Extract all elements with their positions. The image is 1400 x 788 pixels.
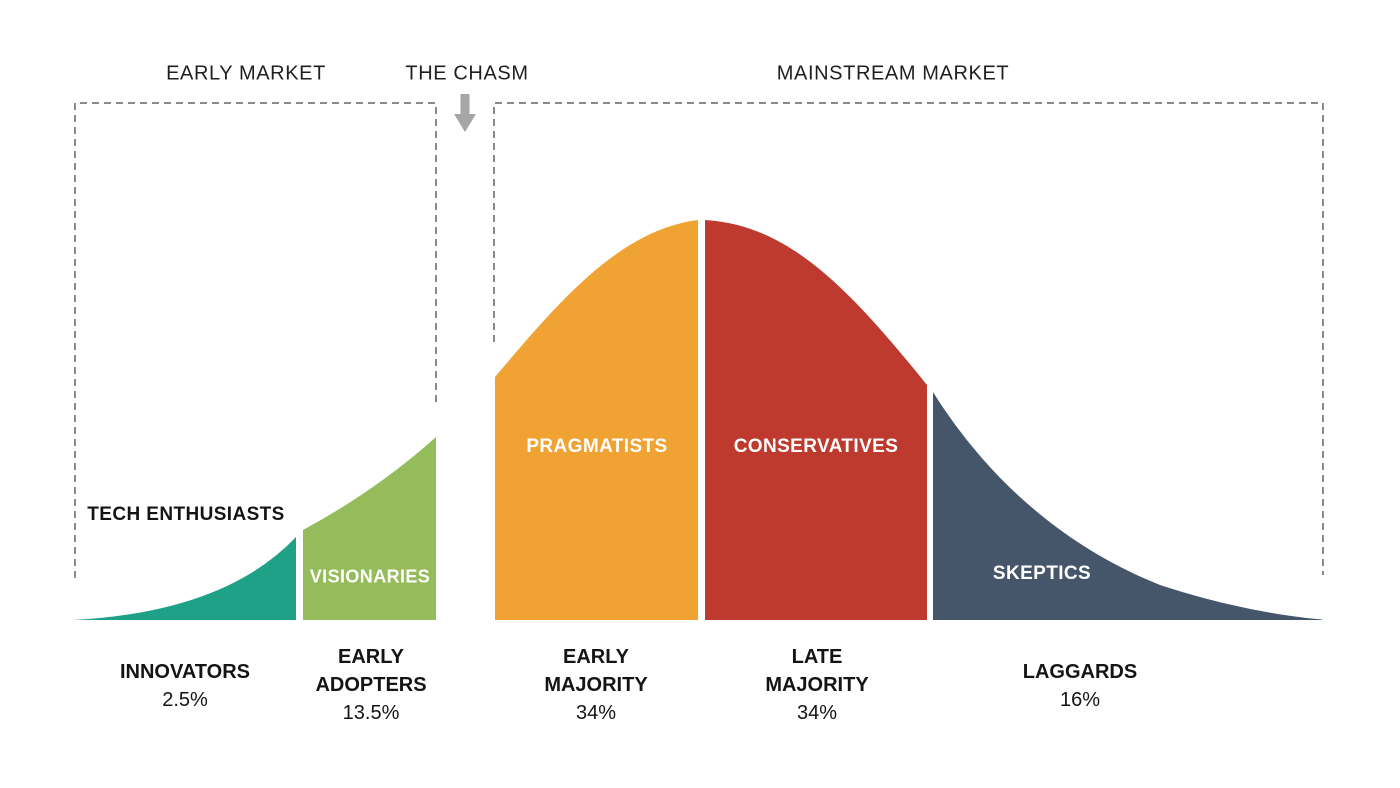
late-majority-pct: 34% (796, 702, 838, 724)
early-market-label: EARLY MARKET (166, 62, 326, 85)
late-majority-name-line2: MAJORITY (765, 674, 869, 696)
innovators-name: INNOVATORS (119, 661, 251, 683)
tech-enthusiasts-label: TECH ENTHUSIASTS (87, 504, 285, 525)
early-adopters-name-line2: ADOPTERS (315, 674, 427, 696)
early-market-dashed-box (74, 102, 437, 578)
conservatives-label: CONSERVATIVES (733, 436, 899, 457)
early-majority-name-line1: EARLY (563, 646, 629, 668)
early-adopters-segment (303, 437, 436, 620)
laggards-segment (933, 392, 1322, 620)
late-majority-caption: LATE MAJORITY 34% (765, 643, 868, 727)
early-majority-name-line2: MAJORITY (544, 674, 648, 696)
late-majority-segment (705, 220, 927, 620)
innovators-caption: INNOVATORS 2.5% (120, 658, 250, 714)
the-chasm-label: THE CHASM (405, 62, 529, 85)
late-majority-name-line1: LATE (791, 646, 843, 668)
early-adopters-pct: 13.5% (342, 702, 400, 724)
innovators-pct: 2.5% (162, 689, 208, 711)
innovators-segment (73, 537, 296, 620)
visionaries-label: VISIONARIES (309, 566, 431, 587)
early-majority-segment (495, 220, 698, 620)
early-adopters-caption: EARLY ADOPTERS 13.5% (315, 643, 426, 727)
laggards-caption: LAGGARDS 16% (1023, 658, 1137, 714)
mainstream-market-label: MAINSTREAM MARKET (776, 62, 1010, 85)
mainstream-market-dashed-box (493, 102, 1324, 575)
skeptics-label: SKEPTICS (992, 563, 1092, 584)
early-majority-pct: 34% (575, 702, 617, 724)
chasm-down-arrow-icon (454, 94, 476, 132)
laggards-name: LAGGARDS (1022, 661, 1138, 683)
early-adopters-name-line1: EARLY (338, 646, 404, 668)
laggards-pct: 16% (1059, 689, 1101, 711)
pragmatists-label: PRAGMATISTS (526, 436, 668, 457)
early-majority-caption: EARLY MAJORITY 34% (544, 643, 647, 727)
